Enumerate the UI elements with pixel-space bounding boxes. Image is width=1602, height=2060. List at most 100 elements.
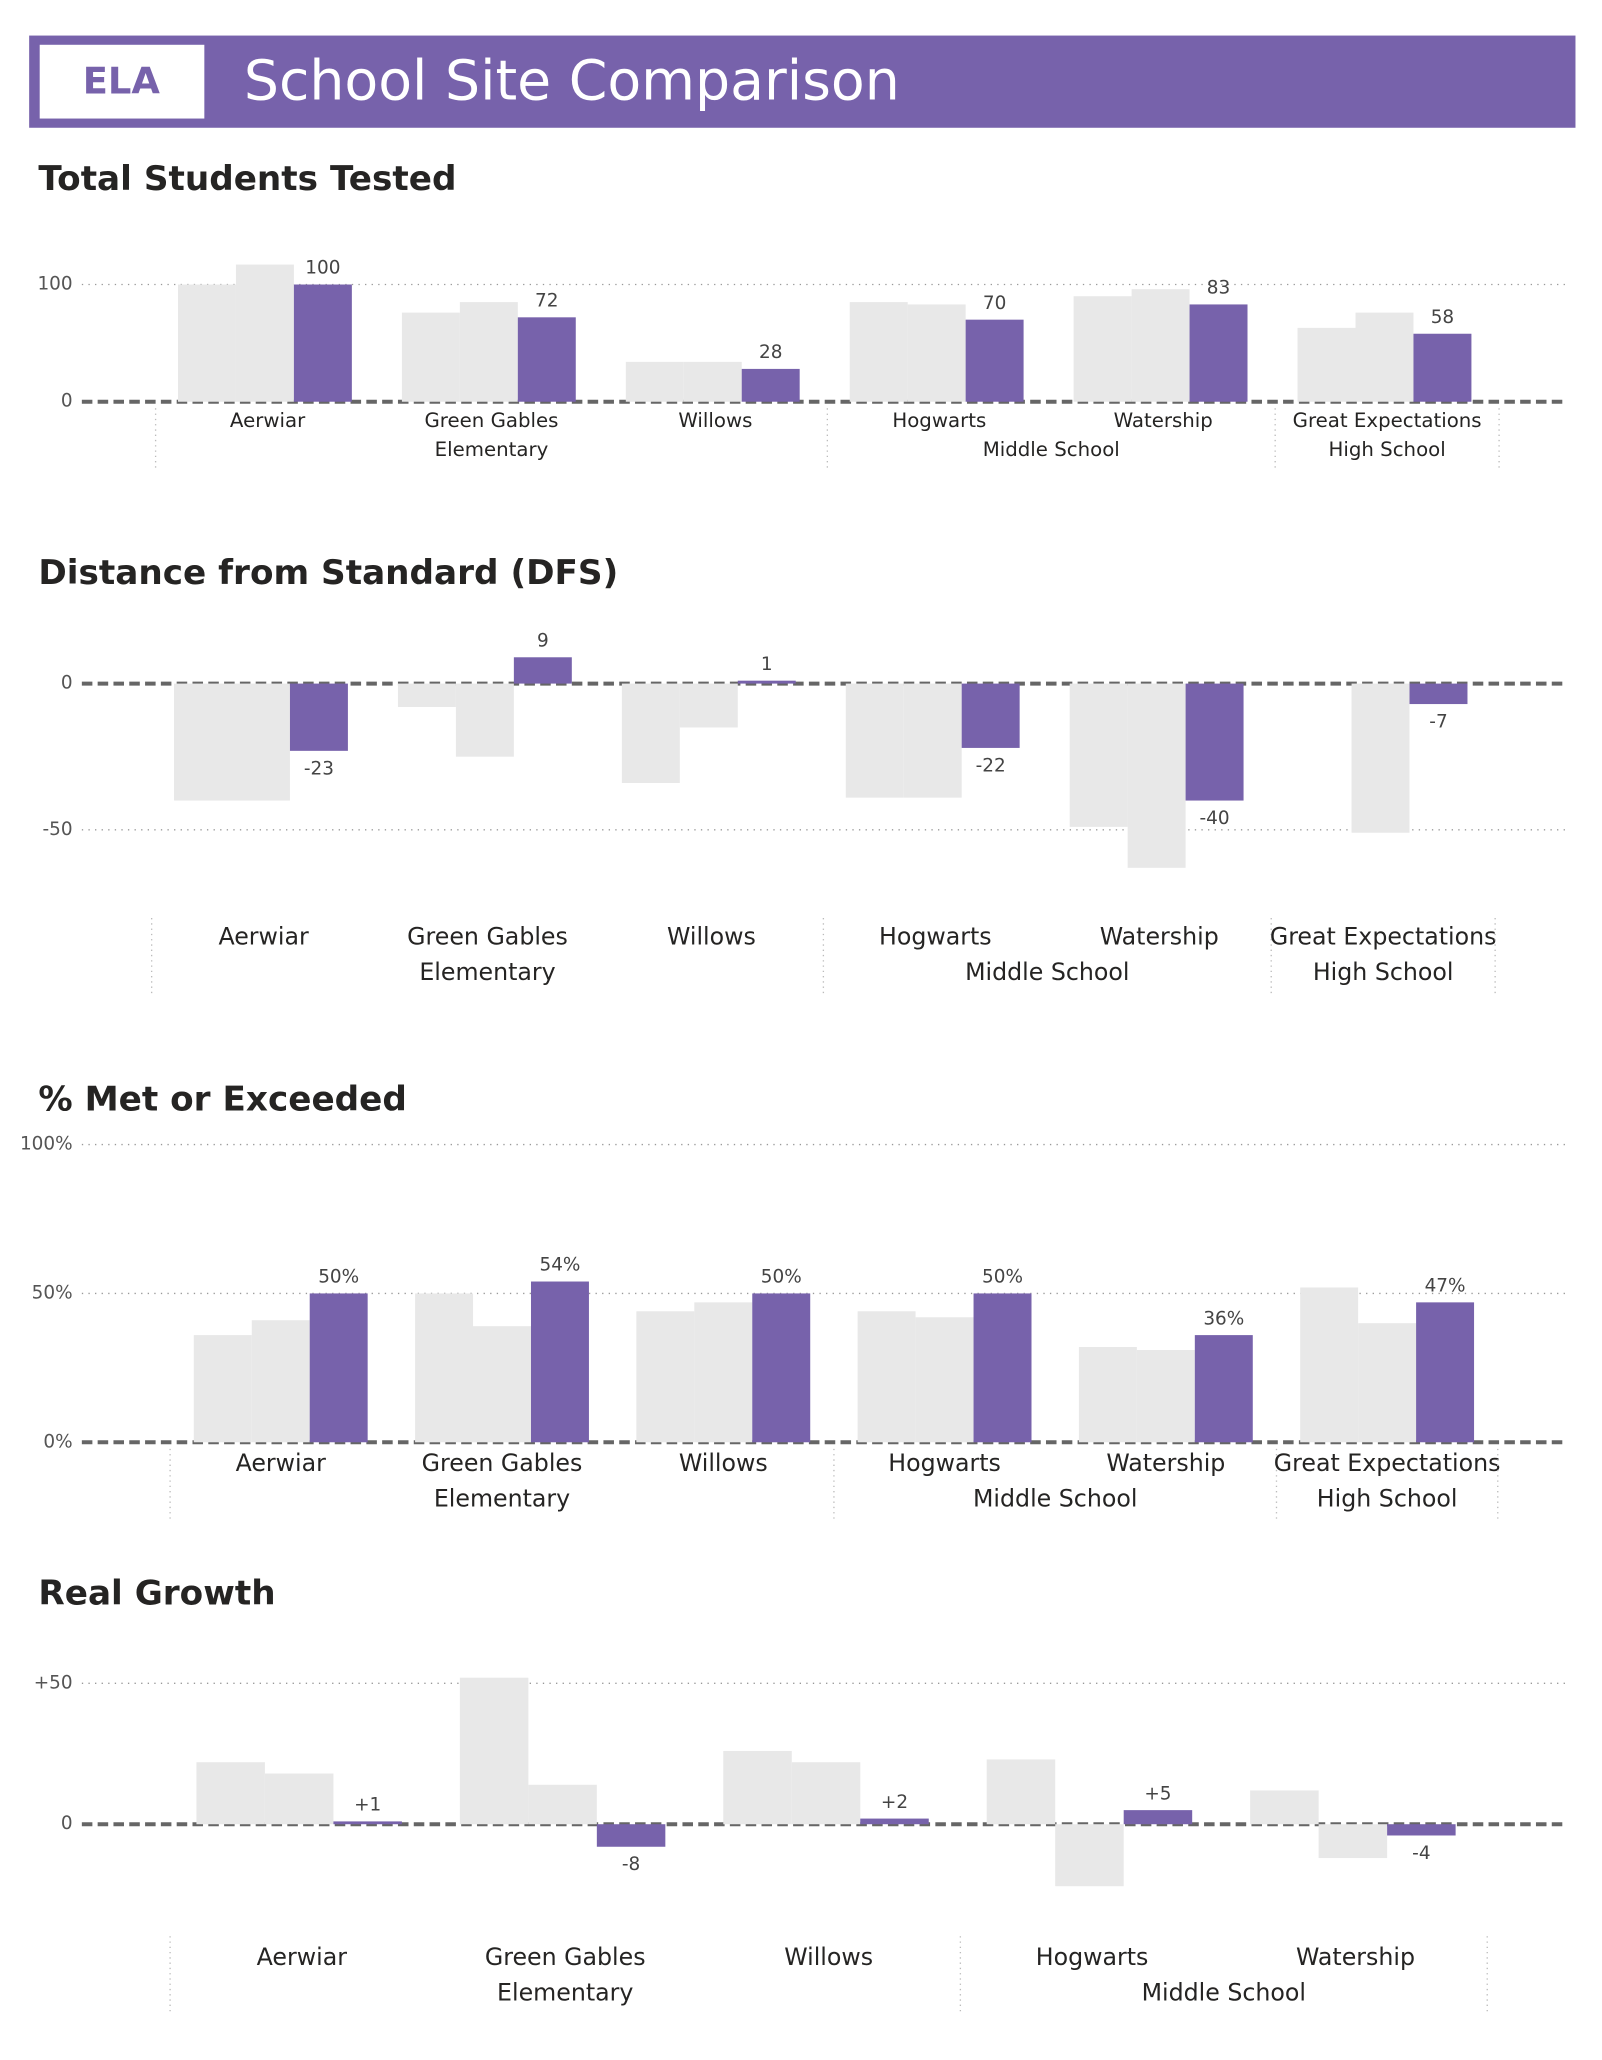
bar <box>473 1326 531 1443</box>
bar <box>513 657 572 684</box>
bar <box>455 683 514 757</box>
x-tick-label: Willows <box>679 1449 768 1477</box>
bar <box>415 1293 474 1443</box>
x-tick-label: Willows <box>784 1943 873 1971</box>
x-tick-label: Hogwarts <box>1036 1943 1149 1971</box>
group-label: Elementary <box>435 438 549 461</box>
x-tick-label: Aerwiar <box>257 1943 348 1971</box>
x-tick-label: Watership <box>1114 409 1213 432</box>
data-label: 28 <box>759 342 782 363</box>
badge-box <box>39 44 205 119</box>
x-tick-label: Hogwarts <box>888 1449 1001 1477</box>
group-label: Middle School <box>973 1485 1137 1513</box>
y-tick-label: 0 <box>61 391 73 412</box>
bar <box>1416 1302 1475 1443</box>
bar <box>459 302 518 402</box>
x-tick-label: Watership <box>1106 1449 1225 1477</box>
y-tick-label: 0 <box>61 1813 73 1834</box>
bar <box>1123 1810 1193 1825</box>
data-label: 36% <box>1203 1308 1244 1329</box>
data-label: +1 <box>354 1795 381 1816</box>
bar <box>973 1293 1032 1443</box>
data-label: 1 <box>761 654 773 675</box>
x-tick-label: Green Gables <box>407 922 568 950</box>
x-tick-label: Great Expectations <box>1270 922 1497 950</box>
bar <box>857 1311 916 1443</box>
data-label: -40 <box>1200 808 1230 829</box>
bar <box>1355 312 1414 402</box>
group-label: High School <box>1313 958 1454 986</box>
bar <box>791 1762 861 1825</box>
bar <box>849 302 908 402</box>
data-label: -8 <box>622 1854 640 1875</box>
chart-title: % Met or Exceeded <box>38 1080 407 1120</box>
data-label: 50% <box>318 1267 359 1288</box>
bar <box>1409 683 1468 705</box>
data-label: -4 <box>1412 1843 1430 1864</box>
bar <box>1318 1824 1388 1859</box>
y-tick-label: 50% <box>32 1282 73 1303</box>
data-label: -22 <box>976 755 1006 776</box>
bar <box>1136 1349 1195 1443</box>
bar <box>530 1281 589 1443</box>
bar <box>333 1821 402 1825</box>
bar <box>293 284 352 402</box>
data-label: 54% <box>539 1255 580 1276</box>
x-tick-label: Watership <box>1100 922 1219 950</box>
bar <box>737 680 796 684</box>
bar <box>174 683 232 801</box>
data-label: -23 <box>304 758 334 779</box>
bar <box>1387 1824 1456 1836</box>
bar <box>723 1750 792 1825</box>
chart-title: Distance from Standard (DFS) <box>38 553 618 593</box>
x-tick-label: Hogwarts <box>892 409 986 432</box>
bar <box>965 319 1024 402</box>
y-tick-label: +50 <box>34 1672 73 1693</box>
bar <box>636 1311 695 1443</box>
bar <box>1131 289 1190 402</box>
bar <box>1189 304 1248 402</box>
group-label: High School <box>1317 1485 1458 1513</box>
bar <box>986 1759 1056 1825</box>
x-tick-label: Willows <box>667 922 756 950</box>
header-bar <box>29 35 1576 128</box>
x-tick-label: Watership <box>1296 1943 1415 1971</box>
bar <box>683 361 742 402</box>
bar <box>1413 333 1472 402</box>
bar <box>596 1824 666 1847</box>
data-label: -7 <box>1429 712 1447 733</box>
data-label: 83 <box>1207 278 1230 299</box>
data-label: 100 <box>305 258 340 279</box>
bar <box>1297 327 1356 402</box>
data-label: 70 <box>983 293 1006 314</box>
x-tick-label: Great Expectations <box>1274 1449 1501 1477</box>
group-label: Middle School <box>983 438 1120 461</box>
x-tick-label: Green Gables <box>422 1449 583 1477</box>
x-tick-label: Willows <box>678 409 752 432</box>
bar <box>1055 1824 1124 1887</box>
bar <box>907 304 966 402</box>
bar <box>397 683 456 707</box>
badge: ELA <box>83 59 161 102</box>
bar <box>289 683 348 751</box>
data-label: 9 <box>537 630 549 651</box>
y-tick-label: 100% <box>20 1134 73 1155</box>
bar <box>1185 683 1244 801</box>
bar <box>1300 1287 1359 1443</box>
group-label: Elementary <box>419 958 555 986</box>
bar <box>752 1293 811 1443</box>
bar <box>1250 1790 1319 1825</box>
y-tick-label: 100 <box>37 274 72 295</box>
chart-title: Real Growth <box>38 1574 275 1614</box>
group-label: Middle School <box>965 958 1129 986</box>
bar <box>845 683 904 798</box>
bar <box>1358 1323 1417 1443</box>
bar <box>231 683 290 801</box>
y-tick-label: 0% <box>43 1431 72 1452</box>
data-label: 50% <box>761 1267 802 1288</box>
bar <box>961 683 1020 748</box>
bar <box>679 683 738 728</box>
data-label: 47% <box>1425 1276 1466 1297</box>
bar <box>517 317 576 402</box>
bar <box>1351 683 1410 833</box>
